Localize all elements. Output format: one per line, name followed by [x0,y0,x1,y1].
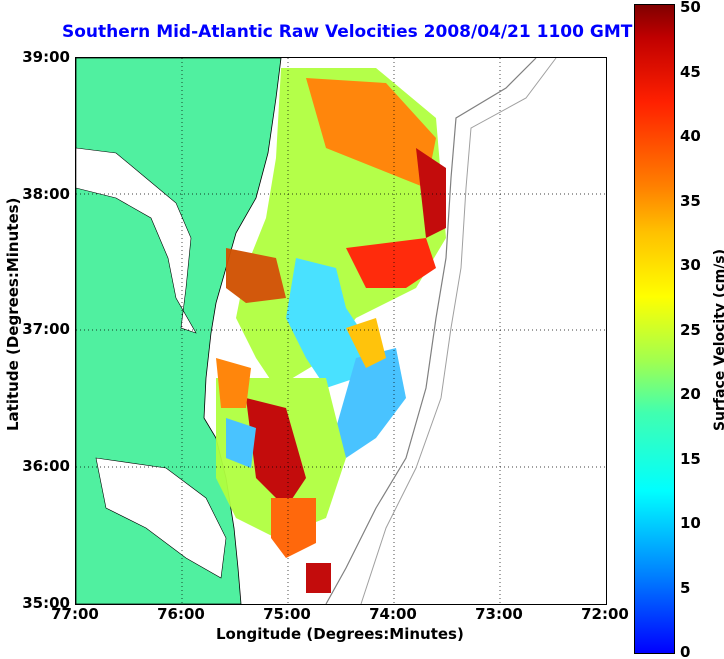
pamlico-sound [95,457,227,579]
cb-tick-35: 35 [680,192,701,210]
lat-tick-35: 35:00 [22,594,70,612]
shelf-contour [325,58,537,604]
map-plot-area[interactable] [75,57,607,605]
x-axis-label: Longitude (Degrees:Minutes) [216,625,464,643]
colorbar [634,4,675,654]
graticule [76,58,606,604]
colorbar-label: Surface Velocity (cm/s) [712,248,724,432]
map-title: Southern Mid-Atlantic Raw Velocities 200… [62,22,633,42]
lon-tick-75: 75:00 [263,605,311,623]
cb-tick-5: 5 [680,579,691,597]
lon-tick-73: 73:00 [475,605,523,623]
lon-tick-72: 72:00 [581,605,629,623]
map-svg [76,58,606,604]
cb-tick-40: 40 [680,127,701,145]
cb-tick-20: 20 [680,385,701,403]
cb-tick-30: 30 [680,256,701,274]
cb-tick-10: 10 [680,514,701,532]
lat-tick-37: 37:00 [22,320,70,338]
cb-tick-0: 0 [680,643,691,659]
cb-tick-45: 45 [680,63,701,81]
chesapeake-bay [76,147,197,334]
cb-tick-15: 15 [680,450,701,468]
lat-tick-38: 38:00 [22,185,70,203]
lon-tick-77: 77:00 [51,605,99,623]
cb-tick-50: 50 [680,0,701,16]
y-axis-label: Latitude (Degrees:Minutes) [4,197,22,431]
lon-tick-74: 74:00 [369,605,417,623]
cb-tick-25: 25 [680,321,701,339]
lat-tick-36: 36:00 [22,457,70,475]
shelf-contour-2 [360,58,557,604]
lat-tick-39: 39:00 [22,48,70,66]
velocity-field [216,68,446,593]
lon-tick-76: 76:00 [157,605,205,623]
